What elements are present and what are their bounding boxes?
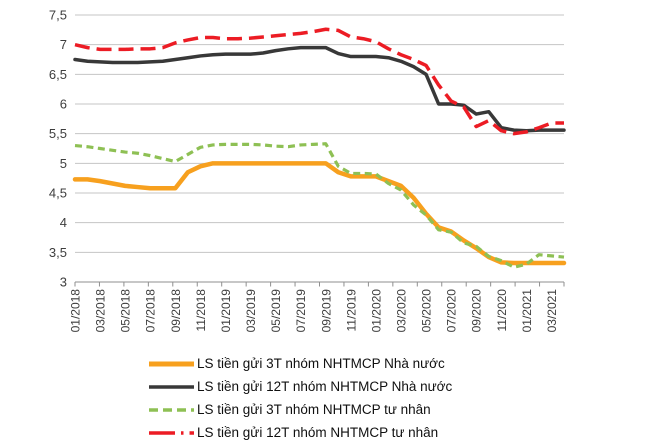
x-tick-label: 11/2020 xyxy=(495,289,509,332)
y-tick-label: 6 xyxy=(60,97,67,112)
x-tick-label: 09/2018 xyxy=(169,289,183,333)
y-tick-label: 4,5 xyxy=(49,186,67,201)
x-tick-label: 09/2020 xyxy=(470,289,484,333)
legend-item-12t-tu-nhan: LS tiền gửi 12T nhóm NHTMCP tư nhân xyxy=(148,421,628,444)
chart-legend: LS tiền gửi 3T nhóm NHTMCP Nhà nước LS t… xyxy=(148,352,628,444)
legend-label: LS tiền gửi 12T nhóm NHTMCP Nhà nước xyxy=(197,379,453,394)
x-tick-label: 01/2021 xyxy=(520,289,534,333)
series-line-0 xyxy=(72,161,567,266)
legend-item-3t-tu-nhan: LS tiền gửi 3T nhóm NHTMCP tư nhân xyxy=(148,398,628,421)
y-tick-label: 4 xyxy=(60,215,67,230)
y-tick-label: 3,5 xyxy=(49,245,67,260)
y-tick-label: 7,5 xyxy=(49,8,67,23)
x-tick-label: 01/2018 xyxy=(69,289,83,333)
x-tick-label: 05/2019 xyxy=(269,289,283,333)
x-tick-label: 03/2018 xyxy=(94,289,108,333)
x-tick-label: 03/2019 xyxy=(244,289,258,333)
x-tick-label: 05/2020 xyxy=(420,289,434,333)
chart-container: 7,5 7 6,5 6 5,5 5 4,5 4 3,5 3 01/2018 03/2018 05/201… xyxy=(49,8,567,333)
legend-line-icon xyxy=(149,407,194,412)
x-tick-label: 01/2020 xyxy=(369,289,383,333)
series-line-3 xyxy=(74,27,564,136)
x-tick-label: 05/2018 xyxy=(119,289,133,333)
y-tick-label: 3 xyxy=(60,275,67,290)
x-tick-label: 03/2021 xyxy=(545,289,559,333)
x-tick-label: 11/2019 xyxy=(344,289,358,332)
legend-line-icon xyxy=(149,361,194,366)
x-tick-label: 07/2020 xyxy=(445,289,459,333)
y-tick-label: 7 xyxy=(60,37,67,52)
line-chart-plot: 7,5 7 6,5 6 5,5 5 4,5 4 3,5 301/2018 03/2018 05/201… xyxy=(49,8,567,333)
series-line-1 xyxy=(73,45,566,133)
x-tick-label: 09/2019 xyxy=(319,289,333,333)
legend-label: LS tiền gửi 3T nhóm NHTMCP tư nhân xyxy=(197,402,431,417)
legend-line-icon xyxy=(149,384,194,389)
legend-line-icon xyxy=(149,430,194,435)
series-line-2 xyxy=(74,142,565,269)
legend-label: LS tiền gửi 12T nhóm NHTMCP tư nhân xyxy=(197,425,439,440)
y-tick-label: 6,5 xyxy=(49,67,67,82)
y-tick-label: 5 xyxy=(60,156,67,171)
x-tick-label: 03/2020 xyxy=(395,289,409,333)
x-tick-label: 07/2018 xyxy=(144,289,158,333)
x-tick-label: 11/2018 xyxy=(194,289,208,332)
legend-item-12t-nha-nuoc: LS tiền gửi 12T nhóm NHTMCP Nhà nước xyxy=(148,375,628,398)
y-tick-label: 5,5 xyxy=(49,126,67,141)
x-tick-label: 07/2019 xyxy=(294,289,308,333)
legend-label: LS tiền gửi 3T nhóm NHTMCP Nhà nước xyxy=(197,356,445,371)
legend-item-3t-nha-nuoc: LS tiền gửi 3T nhóm NHTMCP Nhà nước xyxy=(148,352,628,375)
x-tick-label: 01/2019 xyxy=(219,289,233,333)
